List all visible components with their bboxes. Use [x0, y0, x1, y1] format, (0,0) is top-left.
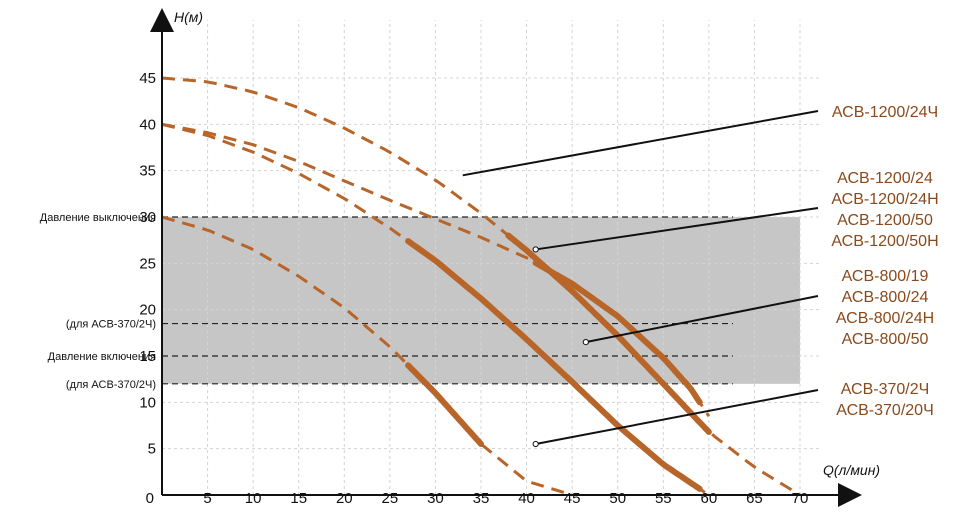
legend-label: АСВ-1200/50Н	[831, 233, 938, 250]
legend-leader-line	[585, 295, 819, 344]
x-tick-label: 50	[609, 490, 626, 507]
y-tick-label: 45	[139, 70, 156, 87]
y-tick-label: 40	[139, 116, 156, 133]
legend-label: АСВ-800/50	[842, 331, 929, 348]
x-tick-label: 60	[701, 490, 718, 507]
x-tick-label: 35	[473, 490, 490, 507]
x-tick-label: 5	[203, 490, 211, 507]
series-curve-dashed	[161, 76, 801, 497]
x-tick-label: 20	[336, 490, 353, 507]
legend-label: АСВ-1200/24	[837, 170, 933, 187]
x-tick-label: 25	[382, 490, 399, 507]
series-curve-dashed	[161, 122, 711, 418]
x-tick-label: 30	[427, 490, 444, 507]
y-axis-title: H(м)	[174, 9, 203, 25]
x-tick-label: 65	[746, 490, 763, 507]
x-tick-label: 15	[290, 490, 307, 507]
legend-label: АСВ-800/24Н	[836, 310, 934, 327]
series-curve-solid	[405, 362, 484, 447]
reference-label: (для АСВ-370/2Ч)	[66, 379, 156, 391]
y-tick-label: 20	[139, 302, 156, 319]
legend-label: АСВ-370/2Ч	[841, 381, 930, 398]
reference-label: Давление включения	[48, 351, 156, 363]
y-tick-label: 10	[139, 394, 156, 411]
y-tick-label: 25	[139, 255, 156, 272]
legend-label: АСВ-370/20Ч	[836, 402, 933, 419]
y-tick-label: 15	[139, 348, 156, 365]
x-tick-label: 45	[564, 490, 581, 507]
x-axis-title: Q(л/мин)	[823, 462, 880, 478]
legend-label: АСВ-800/19	[842, 268, 929, 285]
legend-label: АСВ-800/24	[842, 289, 929, 306]
leader-point	[532, 246, 539, 253]
legend-leader-line	[535, 389, 819, 446]
x-tick-label: 10	[245, 490, 262, 507]
legend-label: АСВ-1200/24Ч	[832, 104, 938, 121]
x-tick-label: 40	[518, 490, 535, 507]
legend-label: АСВ-1200/50	[837, 212, 933, 229]
legend-leader-line	[535, 207, 819, 251]
y-tick-label: 35	[139, 163, 156, 180]
x-tick-label: 70	[792, 490, 809, 507]
y-tick-label: 30	[139, 209, 156, 226]
reference-label: Давление выключения	[40, 212, 156, 224]
series-curve-solid	[532, 260, 703, 406]
series-curve-dashed	[161, 215, 573, 497]
legend-leader-line	[462, 110, 819, 177]
y-tick-label: 5	[148, 441, 156, 458]
x-tick-label: 55	[655, 490, 672, 507]
leader-point	[582, 339, 589, 346]
x-tick-label: 0	[146, 490, 154, 507]
reference-label: (для АСВ-370/2Ч)	[66, 319, 156, 331]
legend-label: АСВ-1200/24Н	[831, 191, 938, 208]
series-curve-solid	[405, 238, 703, 492]
leader-point	[532, 440, 539, 448]
